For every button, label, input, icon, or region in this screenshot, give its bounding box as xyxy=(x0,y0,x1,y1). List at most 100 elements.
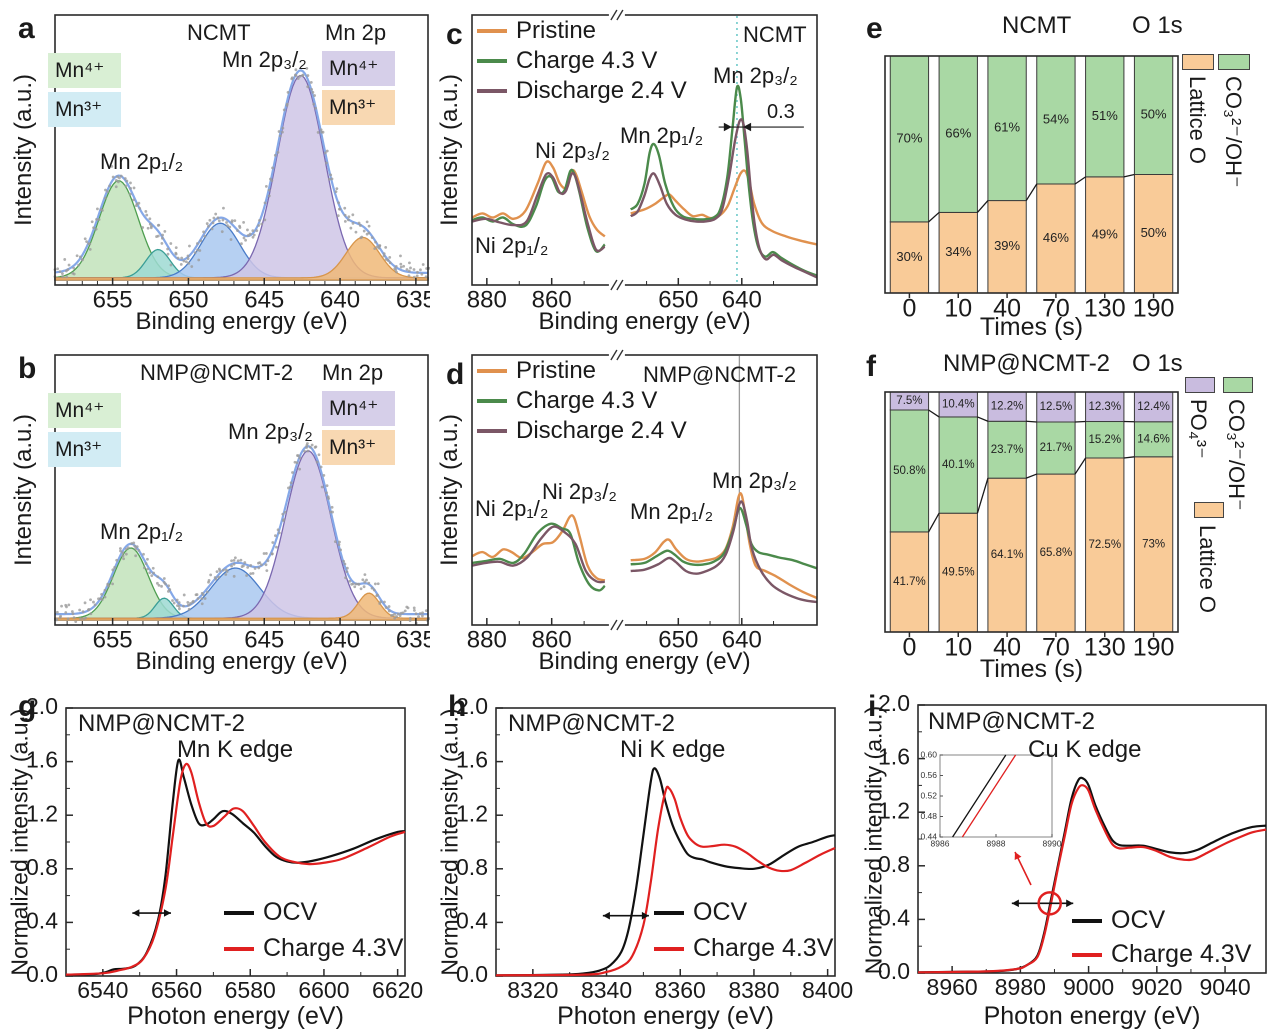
x-axis-label: Photon energy (eV) xyxy=(983,1002,1201,1030)
panel-h: 8320 8340 8360 8380 8400 0.0 0.4 0.8 1.2 1.6 2.0 h… xyxy=(430,680,860,1035)
peak-label-ni2p32: Ni 2p₃/₂ xyxy=(542,479,617,504)
legend-swatch-mn3-blue: Mn³⁺ xyxy=(48,432,121,467)
svg-text:61%: 61% xyxy=(994,120,1020,135)
panel-g-letter: g xyxy=(18,690,37,723)
peak-label-mn2p12: Mn 2p₁/₂ xyxy=(630,499,714,524)
panel-c: 880 860 650 640 c NCMT Pristine Charge 4.3 … xyxy=(430,0,860,340)
svg-text:8320: 8320 xyxy=(507,977,558,1003)
panel-g-title: NMP@NCMT-2 xyxy=(78,710,246,737)
svg-text:650: 650 xyxy=(168,286,208,313)
svg-text:6580: 6580 xyxy=(225,977,276,1003)
legend-label: Discharge 2.4 V xyxy=(516,77,687,104)
svg-text:50%: 50% xyxy=(1141,107,1167,122)
svg-text:640: 640 xyxy=(320,286,360,313)
svg-text:70%: 70% xyxy=(896,130,922,145)
legend-swatch-mn4-green: Mn⁴⁺ xyxy=(48,53,121,88)
ocv-line-swatch xyxy=(654,910,684,915)
svg-text:12.3%: 12.3% xyxy=(1088,401,1121,413)
legend-label: Charge 4.3V xyxy=(263,934,404,962)
svg-text:65.8%: 65.8% xyxy=(1040,547,1073,559)
panel-i-plot: 8960 8980 9000 9020 9040 0.0 0.4 0.8 1.2 1.6 2.0 0.… xyxy=(878,690,1267,1000)
svg-text:2.0: 2.0 xyxy=(878,690,910,716)
peak-label-mn2p12: Mn 2p₁/₂ xyxy=(100,149,184,174)
legend-item-charge: Charge 4.3V xyxy=(224,934,403,963)
panel-b-title: NMP@NCMT-2 xyxy=(140,360,294,385)
svg-text:635: 635 xyxy=(396,286,430,313)
legend-swatch-lattice-o xyxy=(1194,502,1224,518)
panel-e-title: NCMT xyxy=(1002,12,1072,39)
svg-text:12.5%: 12.5% xyxy=(1040,401,1073,413)
charge-line-swatch xyxy=(654,946,684,951)
svg-text:8380: 8380 xyxy=(728,977,779,1003)
svg-text:34%: 34% xyxy=(945,244,971,259)
panel-a-corner-label: Mn 2p xyxy=(325,20,387,45)
svg-text:650: 650 xyxy=(168,626,208,653)
svg-text:0: 0 xyxy=(902,295,916,323)
svg-text:0.4: 0.4 xyxy=(456,907,488,933)
svg-text:64.1%: 64.1% xyxy=(991,549,1024,561)
svg-text:1.6: 1.6 xyxy=(456,747,488,773)
legend-label: Discharge 2.4 V xyxy=(516,417,687,444)
svg-text:9040: 9040 xyxy=(1199,974,1250,1000)
panel-f-plot: 41.7% 50.8% 7.5% 49.5% 40.1% 10.4% 64.1% 23.7% 1… xyxy=(884,391,1179,662)
y-axis-label: Intensity (a.u.) xyxy=(436,73,463,227)
legend-label-lattice-o: Lattice O xyxy=(1195,525,1220,614)
svg-text:70: 70 xyxy=(1042,634,1070,662)
svg-text:860: 860 xyxy=(532,286,572,313)
svg-text:0.52: 0.52 xyxy=(920,790,937,800)
panel-c-title: NCMT xyxy=(743,22,807,47)
y-axis-label: Normalized intensity (a.u.) xyxy=(6,708,33,976)
svg-text:0.60: 0.60 xyxy=(920,749,937,759)
peak-label-mn2p32: Mn 2p₃/₂ xyxy=(712,468,797,493)
peak-label-mn2p32: Mn 2p₃/₂ xyxy=(713,63,798,88)
y-axis-label: Intensity (a.u.) xyxy=(10,73,37,227)
legend-item-ocv: OCV xyxy=(654,898,747,927)
svg-text:9020: 9020 xyxy=(1131,974,1182,1000)
svg-text:655: 655 xyxy=(93,626,133,653)
legend-item-pristine: Pristine xyxy=(477,357,596,385)
svg-text:21.7%: 21.7% xyxy=(1040,442,1073,454)
svg-text:15.2%: 15.2% xyxy=(1088,434,1121,446)
panel-f: 41.7% 50.8% 7.5% 49.5% 40.1% 10.4% 64.1% 23.7% 1… xyxy=(860,340,1274,683)
svg-text:0.8: 0.8 xyxy=(878,851,910,877)
legend-label: Charge 4.3V xyxy=(1111,940,1252,968)
legend-swatch-carbonate xyxy=(1223,377,1253,393)
svg-text:880: 880 xyxy=(467,286,507,313)
pristine-line-swatch xyxy=(477,369,507,373)
panel-g-subtitle: Mn K edge xyxy=(177,736,294,763)
svg-text:0.56: 0.56 xyxy=(920,770,937,780)
svg-text:72.5%: 72.5% xyxy=(1088,539,1121,551)
legend-swatch-phosphate xyxy=(1185,377,1215,393)
panel-b-plot: 655 650 645 640 635 xyxy=(54,354,430,653)
svg-text:10.4%: 10.4% xyxy=(942,399,975,411)
svg-text:0.44: 0.44 xyxy=(920,831,937,841)
svg-text:10: 10 xyxy=(944,295,972,323)
legend-item-charge: Charge 4.3V xyxy=(654,934,833,963)
pristine-line-swatch xyxy=(477,29,507,33)
peak-label-mn2p12: Mn 2p₁/₂ xyxy=(100,519,184,544)
charge-line-swatch xyxy=(477,399,507,403)
svg-text:8980: 8980 xyxy=(995,974,1046,1000)
x-axis-label: Times (s) xyxy=(979,655,1084,683)
peak-label-mn2p32: Mn 2p₃/₂ xyxy=(222,47,307,72)
x-axis-label: Binding energy (eV) xyxy=(538,308,751,335)
svg-text:7.5%: 7.5% xyxy=(896,395,922,407)
panel-b-letter: b xyxy=(18,352,37,385)
svg-text:51%: 51% xyxy=(1092,108,1118,123)
ocv-line-swatch xyxy=(224,910,254,915)
svg-text:23.7%: 23.7% xyxy=(991,444,1024,456)
panel-g: 6540 6560 6580 6600 6620 0.0 0.4 0.8 1.2 1.6 2.0 g… xyxy=(0,680,430,1035)
svg-text:635: 635 xyxy=(396,626,430,653)
legend-swatch-mn3-orange: Mn³⁺ xyxy=(322,430,395,465)
svg-text:640: 640 xyxy=(722,286,762,313)
panel-e-plot: 30% 70% 34% 66% 39% 61% 46% 54% 49% 51% 50% 50% 0 10 4… xyxy=(884,55,1179,323)
discharge-line-swatch xyxy=(477,89,507,93)
peak-label-mn2p12: Mn 2p₁/₂ xyxy=(620,123,704,148)
panel-b: 655 650 645 640 635 b NMP@NCMT-2 Mn 2p Mn 2p… xyxy=(0,340,430,680)
legend-item-ocv: OCV xyxy=(224,898,317,927)
legend-label: Pristine xyxy=(516,17,597,44)
peak-label-ni2p32: Ni 2p₃/₂ xyxy=(535,138,610,163)
svg-text:860: 860 xyxy=(532,626,572,653)
panel-c-letter: c xyxy=(446,18,463,51)
peak-label-ni2p12: Ni 2p₁/₂ xyxy=(475,496,549,521)
